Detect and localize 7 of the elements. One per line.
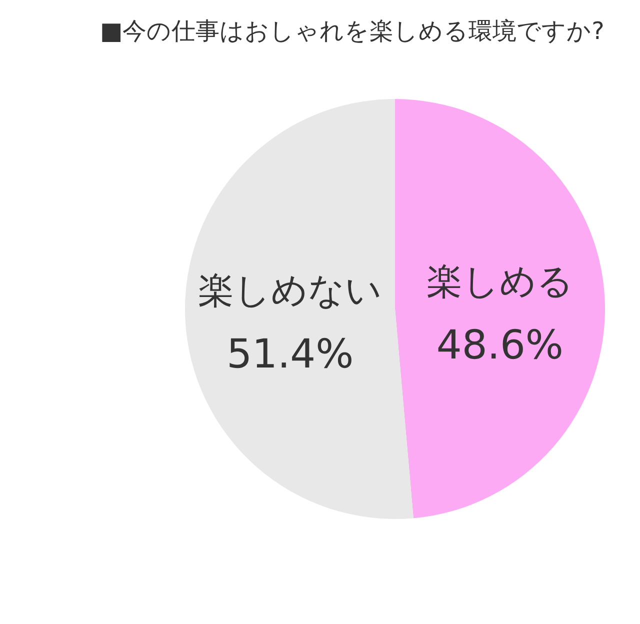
data-label: 51.4% <box>226 332 354 378</box>
pie-slice <box>185 99 414 519</box>
slice-label: 楽しめる <box>426 261 574 302</box>
data-label: 48.6% <box>436 322 564 368</box>
slice-label: 楽しめない <box>198 270 382 312</box>
chart-title: ■今の仕事はおしゃれを楽しめる環境ですか? <box>100 17 604 45</box>
pie-slice <box>395 99 605 518</box>
